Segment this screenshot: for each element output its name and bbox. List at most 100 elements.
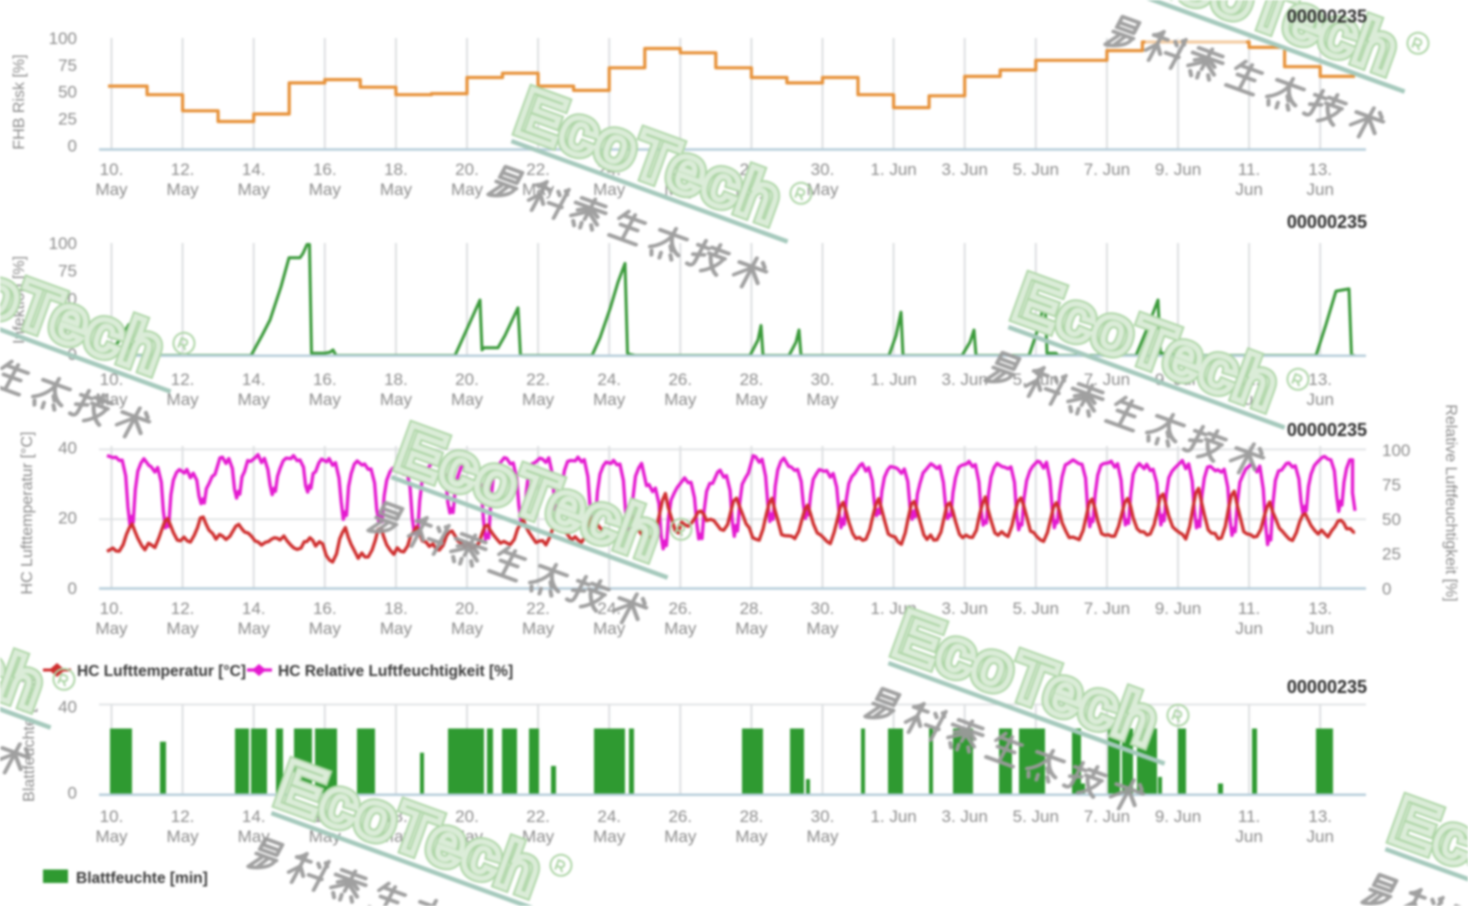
svg-text:May: May bbox=[735, 619, 768, 638]
svg-text:14.: 14. bbox=[242, 160, 266, 179]
svg-text:12.: 12. bbox=[171, 370, 195, 389]
svg-text:May: May bbox=[806, 619, 839, 638]
svg-text:13.: 13. bbox=[1308, 807, 1332, 826]
svg-text:26.: 26. bbox=[668, 370, 692, 389]
svg-text:18.: 18. bbox=[384, 160, 408, 179]
svg-text:May: May bbox=[522, 390, 555, 409]
svg-text:Jun: Jun bbox=[1306, 180, 1333, 199]
svg-text:May: May bbox=[593, 390, 626, 409]
svg-text:7. Jun: 7. Jun bbox=[1084, 599, 1130, 618]
svg-text:May: May bbox=[806, 390, 839, 409]
svg-text:40: 40 bbox=[58, 438, 77, 457]
svg-text:1. Jun: 1. Jun bbox=[870, 807, 916, 826]
svg-text:0: 0 bbox=[68, 136, 77, 155]
svg-text:20.: 20. bbox=[455, 160, 479, 179]
svg-text:3. Jun: 3. Jun bbox=[942, 807, 988, 826]
svg-text:Relative Luftfeuchtigkeit [%]: Relative Luftfeuchtigkeit [%] bbox=[1442, 404, 1459, 601]
svg-text:12.: 12. bbox=[171, 599, 195, 618]
svg-text:May: May bbox=[380, 619, 413, 638]
svg-text:11.: 11. bbox=[1238, 160, 1260, 179]
svg-text:22.: 22. bbox=[526, 370, 550, 389]
svg-text:30.: 30. bbox=[811, 807, 835, 826]
svg-text:May: May bbox=[238, 619, 271, 638]
svg-text:May: May bbox=[167, 390, 200, 409]
svg-text:00000235: 00000235 bbox=[1287, 6, 1367, 26]
svg-text:00000235: 00000235 bbox=[1287, 420, 1367, 440]
svg-text:30.: 30. bbox=[811, 160, 835, 179]
svg-text:May: May bbox=[735, 827, 768, 846]
svg-text:May: May bbox=[451, 180, 484, 199]
svg-text:May: May bbox=[806, 180, 839, 199]
svg-text:13.: 13. bbox=[1308, 599, 1332, 618]
svg-text:Jun: Jun bbox=[1235, 827, 1262, 846]
svg-text:20.: 20. bbox=[455, 370, 479, 389]
svg-text:FHB Risk [%]: FHB Risk [%] bbox=[11, 54, 28, 149]
svg-text:May: May bbox=[451, 390, 484, 409]
svg-text:Jun: Jun bbox=[1306, 827, 1333, 846]
svg-text:May: May bbox=[451, 619, 484, 638]
svg-text:Jun: Jun bbox=[1306, 390, 1333, 409]
svg-text:May: May bbox=[238, 390, 271, 409]
svg-text:7. Jun: 7. Jun bbox=[1084, 160, 1130, 179]
svg-text:100: 100 bbox=[1382, 441, 1410, 460]
svg-text:28.: 28. bbox=[740, 807, 764, 826]
svg-text:75: 75 bbox=[1382, 475, 1401, 494]
svg-text:26.: 26. bbox=[668, 599, 692, 618]
svg-text:May: May bbox=[593, 827, 626, 846]
svg-text:5. Jun: 5. Jun bbox=[1013, 599, 1059, 618]
svg-text:40: 40 bbox=[58, 697, 77, 716]
svg-text:May: May bbox=[380, 390, 413, 409]
svg-text:16.: 16. bbox=[313, 370, 337, 389]
svg-text:May: May bbox=[309, 390, 342, 409]
svg-text:May: May bbox=[806, 827, 839, 846]
svg-text:May: May bbox=[309, 180, 342, 199]
svg-text:22.: 22. bbox=[526, 160, 550, 179]
svg-text:100: 100 bbox=[49, 234, 77, 253]
svg-text:13.: 13. bbox=[1308, 370, 1332, 389]
svg-text:26.: 26. bbox=[668, 807, 692, 826]
svg-text:14.: 14. bbox=[242, 599, 266, 618]
svg-text:18.: 18. bbox=[384, 370, 408, 389]
svg-text:10.: 10. bbox=[100, 160, 124, 179]
svg-text:25: 25 bbox=[58, 110, 77, 129]
svg-text:50: 50 bbox=[1382, 510, 1401, 529]
svg-text:May: May bbox=[664, 619, 697, 638]
svg-text:16.: 16. bbox=[313, 160, 337, 179]
svg-text:28.: 28. bbox=[740, 370, 764, 389]
svg-text:9. Jun: 9. Jun bbox=[1155, 160, 1201, 179]
svg-text:100: 100 bbox=[49, 29, 77, 48]
svg-text:0: 0 bbox=[68, 579, 77, 598]
svg-text:0: 0 bbox=[1382, 579, 1391, 598]
svg-text:13.: 13. bbox=[1308, 160, 1332, 179]
svg-text:May: May bbox=[522, 619, 555, 638]
svg-text:11.: 11. bbox=[1238, 599, 1260, 618]
svg-text:9. Jun: 9. Jun bbox=[1155, 599, 1201, 618]
svg-text:12.: 12. bbox=[171, 160, 195, 179]
svg-text:9. Jun: 9. Jun bbox=[1155, 807, 1201, 826]
svg-text:75: 75 bbox=[58, 56, 77, 75]
svg-text:1. Jun: 1. Jun bbox=[870, 370, 916, 389]
svg-text:Jun: Jun bbox=[1235, 619, 1262, 638]
svg-text:12.: 12. bbox=[171, 807, 195, 826]
svg-text:14.: 14. bbox=[242, 807, 266, 826]
svg-text:22.: 22. bbox=[526, 807, 550, 826]
svg-text:HC Lufttemperatur [°C]: HC Lufttemperatur [°C] bbox=[19, 432, 36, 595]
svg-text:May: May bbox=[664, 390, 697, 409]
svg-text:May: May bbox=[735, 390, 768, 409]
svg-text:10.: 10. bbox=[100, 807, 124, 826]
svg-text:3. Jun: 3. Jun bbox=[942, 370, 988, 389]
svg-text:HC Relative Luftfeuchtigkeit [: HC Relative Luftfeuchtigkeit [%] bbox=[278, 663, 513, 680]
svg-text:00000235: 00000235 bbox=[1287, 677, 1367, 697]
svg-text:30.: 30. bbox=[811, 370, 835, 389]
svg-text:1. Jun: 1. Jun bbox=[870, 160, 916, 179]
svg-text:Blattfeuchte [min]: Blattfeuchte [min] bbox=[76, 870, 208, 887]
svg-text:HC Lufttemperatur [°C]: HC Lufttemperatur [°C] bbox=[77, 663, 246, 680]
svg-text:14.: 14. bbox=[242, 370, 266, 389]
svg-text:75: 75 bbox=[58, 262, 77, 281]
svg-text:Jun: Jun bbox=[1235, 180, 1262, 199]
svg-text:10.: 10. bbox=[100, 599, 124, 618]
svg-text:25: 25 bbox=[1382, 544, 1401, 563]
svg-text:16.: 16. bbox=[313, 599, 337, 618]
svg-text:May: May bbox=[664, 827, 697, 846]
svg-text:May: May bbox=[95, 619, 128, 638]
